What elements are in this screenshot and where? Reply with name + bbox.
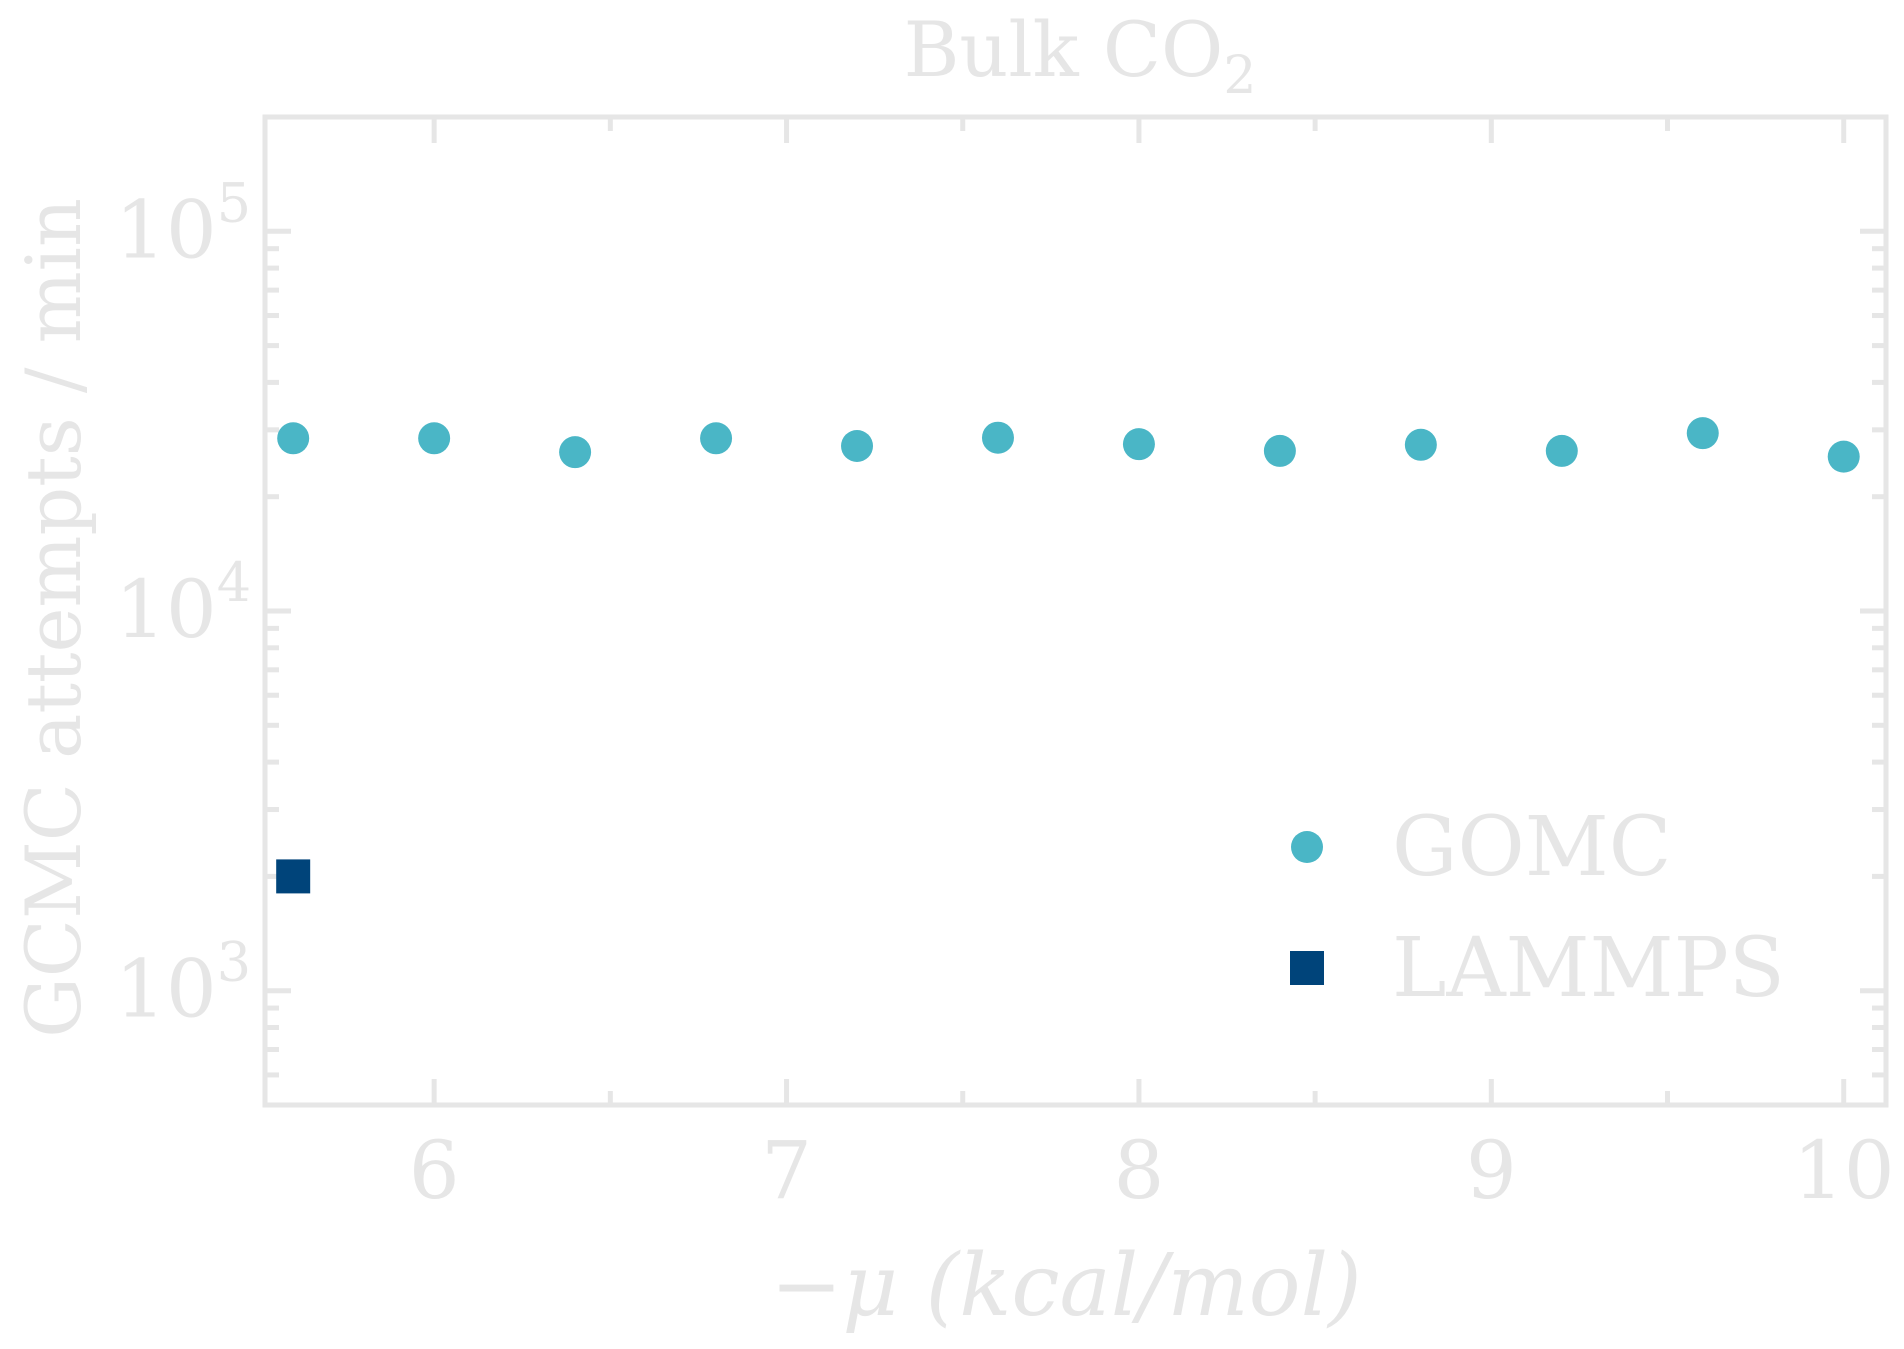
data-point-gomc bbox=[559, 436, 592, 469]
y-tick-label: 105 bbox=[115, 171, 251, 276]
data-point-gomc bbox=[1122, 428, 1155, 461]
legend-marker-lammps bbox=[1290, 951, 1324, 985]
y-tick-label: 103 bbox=[115, 931, 251, 1036]
data-point-gomc bbox=[1827, 440, 1860, 473]
data-point-gomc bbox=[277, 422, 310, 455]
data-point-lammps bbox=[276, 859, 311, 894]
data-point-gomc bbox=[981, 421, 1014, 454]
data-point-gomc bbox=[1686, 417, 1719, 450]
x-tick-label: 10 bbox=[1793, 1124, 1895, 1217]
data-point-gomc bbox=[1545, 434, 1578, 467]
chart-title-subscript: 2 bbox=[1223, 46, 1256, 106]
chart-title: Bulk CO2 bbox=[904, 5, 1257, 106]
legend-marker-gomc bbox=[1291, 831, 1323, 863]
y-axis-label: GCMC attempts / min bbox=[9, 198, 98, 1038]
data-point-gomc bbox=[1404, 428, 1437, 461]
x-tick-label: 7 bbox=[761, 1124, 812, 1217]
x-axis-label: −μ (kcal/mol) bbox=[770, 1236, 1361, 1336]
axes: 6 7 8 9 10 103 104 105 bbox=[115, 114, 1895, 1217]
data-point-gomc bbox=[841, 429, 874, 462]
marks bbox=[276, 417, 1860, 894]
legend-label-lammps: LAMMPS bbox=[1392, 921, 1785, 1016]
data-point-gomc bbox=[1263, 434, 1296, 467]
chart-title-text: Bulk CO bbox=[904, 5, 1224, 94]
data-point-gomc bbox=[700, 422, 733, 455]
y-tick-label: 104 bbox=[115, 551, 251, 656]
legend: GOMC LAMMPS bbox=[1290, 800, 1785, 1016]
x-tick-label: 6 bbox=[409, 1124, 460, 1217]
legend-label-gomc: GOMC bbox=[1392, 800, 1671, 895]
x-tick-label: 8 bbox=[1113, 1124, 1164, 1217]
x-tick-label: 9 bbox=[1466, 1124, 1517, 1217]
data-point-gomc bbox=[418, 422, 451, 455]
